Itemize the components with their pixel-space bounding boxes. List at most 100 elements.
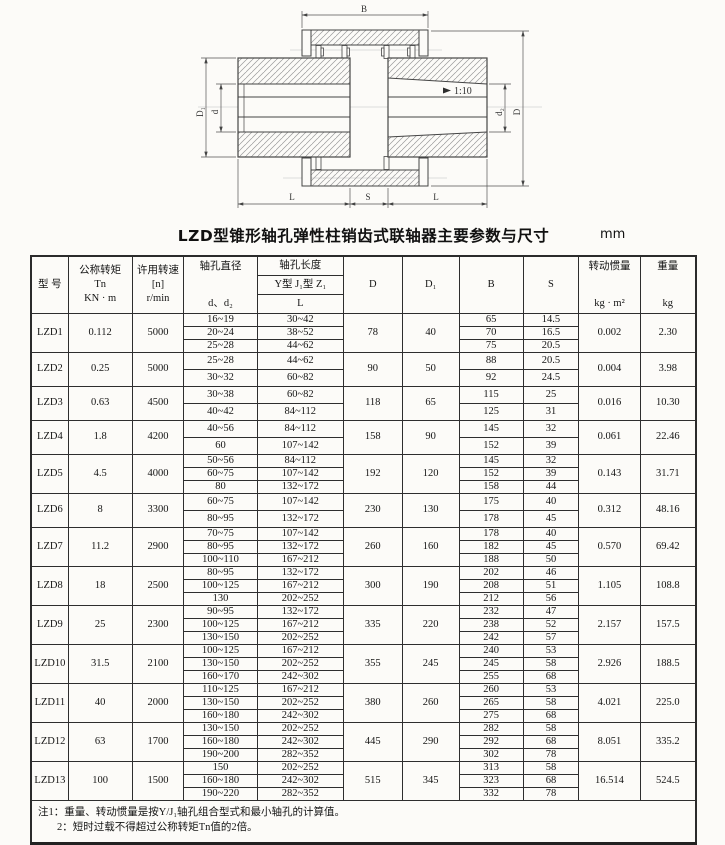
S-cell: 45 [522,539,580,554]
S-cell: 68 [522,773,580,788]
bore-length-cell: 132~172 [256,479,345,494]
table-row: LZD2 0.25 5000 25~28 44~62 90 50 88 20.5 0.004 3.9… [30,351,697,387]
S-cell: 32 [522,453,580,468]
S-cell: 78 [522,786,580,801]
header-length-title-label: 轴孔长度 [279,260,322,272]
model-cell: LZD4 [30,419,69,455]
bore-range-cell: 130~150 [183,656,258,671]
S-cell: 40 [522,526,580,541]
S-cell: 39 [522,436,580,455]
weight-cell: 225.0 [639,682,697,723]
B-cell: 282 [458,721,524,736]
bottom-sleeve [301,156,429,187]
torque-cell: 40 [67,682,133,723]
D-cell: 260 [343,526,403,567]
weight-cell: 31.71 [639,453,697,494]
header-D-label: D [368,279,377,291]
bore-length-cell: 132~172 [256,604,345,619]
D1-cell: 65 [401,385,460,421]
table-row: 100~125 167~212 238 52 [31,617,696,632]
bore-range-cell: 190~220 [183,786,258,801]
B-cell: 145 [458,419,524,438]
D1-cell: 120 [401,453,460,494]
B-cell: 145 [458,453,524,468]
B-cell: 265 [458,695,524,710]
header-model-label: 型 号 [38,279,62,291]
table-row: 80~95 132~172 178 45 [31,509,696,528]
bore-range-cell: 110~125 [183,682,258,697]
bore-length-cell: 242~302 [256,773,345,788]
B-cell: 70 [458,325,524,340]
model-cell: LZD8 [30,565,69,606]
B-cell: 65 [458,312,524,327]
D1-cell: 190 [401,565,460,606]
header-bore: 轴孔直径 d、d₂ [183,255,258,314]
taper-label: 1:10 [454,86,472,97]
bore-range-cell: 130~150 [183,630,258,645]
header-speed: 许用转速 [n] r/min [131,255,185,314]
bore-range-cell: 40~56 [183,419,258,438]
torque-cell: 1.8 [67,419,133,455]
speed-cell: 5000 [131,351,185,387]
inertia-cell: 0.312 [578,492,641,528]
B-cell: 245 [458,656,524,671]
bore-range-cell: 30~38 [183,385,258,404]
inertia-cell: 2.926 [578,643,641,684]
D-cell: 515 [343,760,403,801]
header-inertia: 转动惯量 kg · m² [578,255,641,314]
table-row: 190~220 282~352 332 78 [31,786,696,801]
speed-cell: 2500 [131,565,185,606]
bore-range-cell: 100~125 [183,578,258,593]
B-cell: 275 [458,708,524,723]
inertia-cell: 0.002 [578,312,641,353]
bore-range-cell: 100~125 [183,617,258,632]
dim-label-L-right: L [433,192,439,202]
table-row: 160~170 242~302 255 68 [31,669,696,684]
B-cell: 178 [458,526,524,541]
table-row: 40~42 84~112 125 31 [31,402,696,421]
D1-cell: 290 [401,721,460,762]
S-cell: 51 [522,578,580,593]
model-cell: LZD3 [30,385,69,421]
bore-length-cell: 107~142 [256,492,345,511]
table-row: LZD9 25 2300 90~95 132~172 335 220 232 47 2.157 15… [30,604,697,645]
header-length-types: Y型 J₁型 Z₁ [256,274,345,295]
torque-cell: 4.5 [67,453,133,494]
bore-range-cell: 160~180 [183,734,258,749]
bore-length-cell: 202~252 [256,760,345,775]
inertia-cell: 0.004 [578,351,641,387]
header-weight: 重量 kg [639,255,697,314]
S-cell: 68 [522,669,580,684]
D-cell: 300 [343,565,403,606]
D-cell: 380 [343,682,403,723]
S-cell: 57 [522,630,580,645]
header-inertia-unit: kg · m² [594,297,625,309]
S-cell: 53 [522,682,580,697]
bore-range-cell: 130 [183,591,258,606]
torque-cell: 0.25 [67,351,133,387]
bore-range-cell: 80~95 [183,509,258,528]
table-row: 60 107~142 152 39 [31,436,696,455]
weight-cell: 157.5 [639,604,697,645]
B-cell: 152 [458,436,524,455]
header-B: B [458,255,524,314]
weight-cell: 10.30 [639,385,697,421]
inertia-cell: 0.061 [578,419,641,455]
B-cell: 232 [458,604,524,619]
bore-length-cell: 167~212 [256,578,345,593]
dim-label-D: D [512,108,522,115]
inertia-cell: 16.514 [578,760,641,801]
torque-cell: 25 [67,604,133,645]
torque-cell: 0.63 [67,385,133,421]
bore-range-cell: 30~32 [183,368,258,387]
weight-cell: 188.5 [639,643,697,684]
bore-length-cell: 60~82 [256,385,345,404]
D1-cell: 90 [401,419,460,455]
table-row: 80~95 132~172 182 45 [31,539,696,554]
table-row: LZD7 11.2 2900 70~75 107~142 260 160 178 40 0.570… [30,526,697,567]
header-D1-label: D₁ [424,279,437,291]
bore-length-cell: 202~252 [256,630,345,645]
D-cell: 158 [343,419,403,455]
bore-length-cell: 107~142 [256,466,345,481]
header-weight-unit: kg [662,297,674,309]
